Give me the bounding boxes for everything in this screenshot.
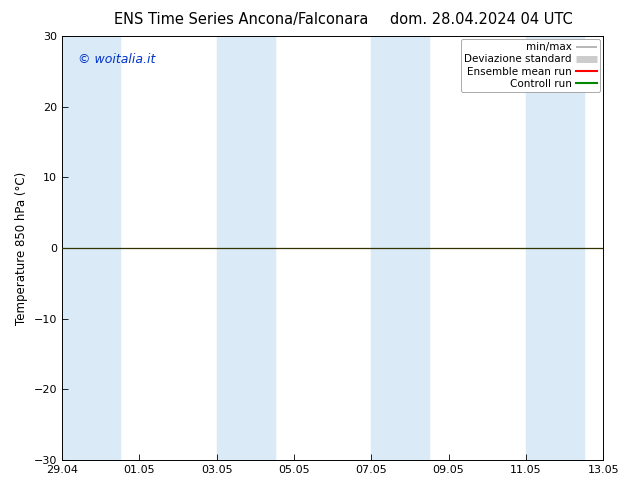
Bar bbox=[372, 36, 429, 460]
Bar bbox=[526, 36, 584, 460]
Y-axis label: Temperature 850 hPa (°C): Temperature 850 hPa (°C) bbox=[15, 172, 28, 325]
Text: ENS Time Series Ancona/Falconara: ENS Time Series Ancona/Falconara bbox=[113, 12, 368, 27]
Legend: min/max, Deviazione standard, Ensemble mean run, Controll run: min/max, Deviazione standard, Ensemble m… bbox=[462, 39, 600, 92]
Bar bbox=[217, 36, 275, 460]
Bar bbox=[62, 36, 120, 460]
Text: © woitalia.it: © woitalia.it bbox=[78, 53, 155, 66]
Text: dom. 28.04.2024 04 UTC: dom. 28.04.2024 04 UTC bbox=[391, 12, 573, 27]
